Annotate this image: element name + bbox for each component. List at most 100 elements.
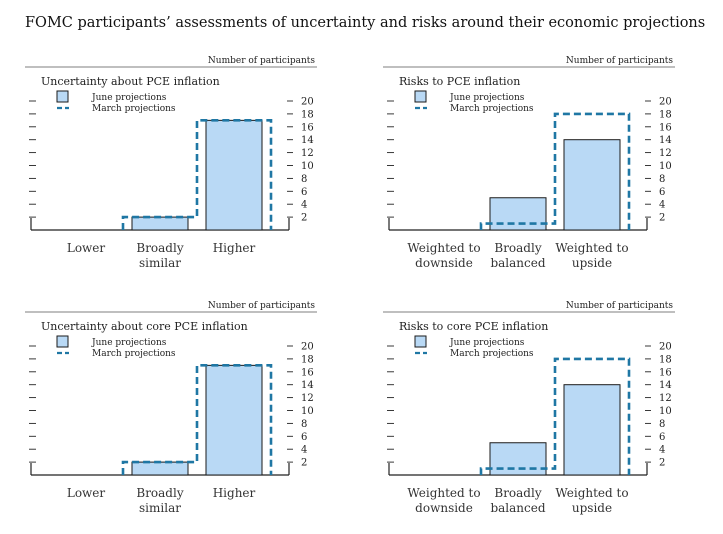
- chart-title: Risks to PCE inflation: [399, 75, 520, 88]
- y-tick-label: 18: [301, 354, 314, 365]
- y-tick-label: 14: [659, 135, 672, 146]
- category-label: Lower: [67, 241, 106, 255]
- chart-svg: Number of participants Uncertainty about …: [25, 301, 317, 515]
- y-tick-label: 8: [301, 174, 307, 185]
- y-tick-label: 2: [301, 458, 307, 469]
- page-title: FOMC participants’ assessments of uncert…: [25, 15, 706, 31]
- bar-june: [205, 119, 263, 231]
- y-tick-label: 16: [301, 122, 314, 133]
- legend-label-march: March projections: [92, 104, 176, 114]
- y-tick-label: 20: [659, 97, 672, 108]
- category-label: Broadly: [136, 486, 183, 500]
- bar-june: [563, 139, 621, 231]
- category-label: Higher: [213, 241, 256, 255]
- legend-label-march: March projections: [92, 349, 176, 359]
- y-tick-label: 4: [659, 445, 665, 456]
- y-tick-label: 4: [659, 200, 665, 211]
- bar-june: [563, 384, 621, 476]
- series-march-outline: [121, 364, 273, 475]
- category-label: upside: [572, 256, 612, 270]
- legend-label-june: June projections: [91, 93, 167, 103]
- bar-june: [489, 442, 547, 476]
- category-label: Broadly: [494, 486, 541, 500]
- chart-svg: Number of participants Risks to core PCE …: [383, 301, 675, 515]
- units-label: Number of participants: [208, 56, 315, 66]
- y-tick-label: 8: [659, 174, 665, 185]
- y-tick-label: 10: [301, 406, 314, 417]
- y-tick-label: 20: [301, 342, 314, 353]
- series-march-outline: [121, 119, 273, 230]
- y-tick-label: 16: [659, 367, 672, 378]
- category-label: Lower: [67, 486, 106, 500]
- category-label: Weighted to: [555, 486, 628, 500]
- y-tick-label: 8: [659, 419, 665, 430]
- y-tick-label: 12: [301, 393, 314, 404]
- y-tick-label: 16: [659, 122, 672, 133]
- chart-panel-risks-core-pce: Number of participants Risks to core PCE …: [383, 298, 675, 518]
- chart-title: Risks to core PCE inflation: [399, 320, 548, 333]
- y-tick-label: 18: [659, 109, 672, 120]
- y-tick-label: 14: [659, 380, 672, 391]
- y-tick-label: 10: [301, 161, 314, 172]
- chart-title: Uncertainty about PCE inflation: [41, 75, 220, 88]
- y-tick-label: 2: [659, 213, 665, 224]
- y-tick-label: 6: [659, 432, 665, 443]
- bar-june: [131, 216, 189, 231]
- legend-label-june: June projections: [449, 93, 525, 103]
- units-label: Number of participants: [566, 56, 673, 66]
- series-march-outline: [479, 112, 631, 230]
- units-label: Number of participants: [566, 301, 673, 311]
- y-tick-label: 18: [659, 354, 672, 365]
- category-label: upside: [572, 501, 612, 515]
- category-label: balanced: [490, 256, 545, 270]
- y-tick-label: 6: [301, 432, 307, 443]
- legend-label-march: March projections: [450, 349, 534, 359]
- y-tick-label: 14: [301, 135, 314, 146]
- category-label: balanced: [490, 501, 545, 515]
- units-label: Number of participants: [208, 301, 315, 311]
- bar-june: [489, 197, 547, 231]
- y-tick-label: 20: [659, 342, 672, 353]
- category-label: similar: [139, 256, 181, 270]
- y-tick-label: 2: [301, 213, 307, 224]
- chart-panel-uncertainty-core-pce: Number of participants Uncertainty about …: [25, 298, 317, 518]
- y-tick-label: 12: [301, 148, 314, 159]
- legend-swatch-june: [56, 335, 69, 348]
- y-tick-label: 6: [301, 187, 307, 198]
- category-label: downside: [415, 501, 473, 515]
- y-tick-label: 6: [659, 187, 665, 198]
- chart-title: Uncertainty about core PCE inflation: [41, 320, 248, 333]
- chart-panel-risks-pce: Number of participants Risks to PCE infla…: [383, 53, 675, 273]
- y-tick-label: 2: [659, 458, 665, 469]
- category-label: similar: [139, 501, 181, 515]
- category-label: Weighted to: [407, 241, 480, 255]
- bar-june: [131, 461, 189, 476]
- y-tick-label: 4: [301, 445, 307, 456]
- chart-svg: Number of participants Risks to PCE infla…: [383, 56, 675, 270]
- legend-label-june: June projections: [449, 338, 525, 348]
- chart-panel-uncertainty-pce: Number of participants Uncertainty about …: [25, 53, 317, 273]
- category-label: downside: [415, 256, 473, 270]
- legend-swatch-june: [414, 90, 427, 103]
- legend-swatch-june: [56, 90, 69, 103]
- y-tick-label: 18: [301, 109, 314, 120]
- y-tick-label: 14: [301, 380, 314, 391]
- category-label: Higher: [213, 486, 256, 500]
- legend-swatch-june: [414, 335, 427, 348]
- series-march-outline: [479, 357, 631, 475]
- chart-svg: Number of participants Uncertainty about …: [25, 56, 317, 270]
- legend-label-june: June projections: [91, 338, 167, 348]
- y-tick-label: 12: [659, 393, 672, 404]
- y-tick-label: 20: [301, 97, 314, 108]
- y-tick-label: 12: [659, 148, 672, 159]
- y-tick-label: 16: [301, 367, 314, 378]
- legend-label-march: March projections: [450, 104, 534, 114]
- bar-june: [205, 364, 263, 476]
- y-tick-label: 10: [659, 406, 672, 417]
- category-label: Weighted to: [555, 241, 628, 255]
- y-tick-label: 8: [301, 419, 307, 430]
- category-label: Broadly: [494, 241, 541, 255]
- y-tick-label: 10: [659, 161, 672, 172]
- y-tick-label: 4: [301, 200, 307, 211]
- category-label: Weighted to: [407, 486, 480, 500]
